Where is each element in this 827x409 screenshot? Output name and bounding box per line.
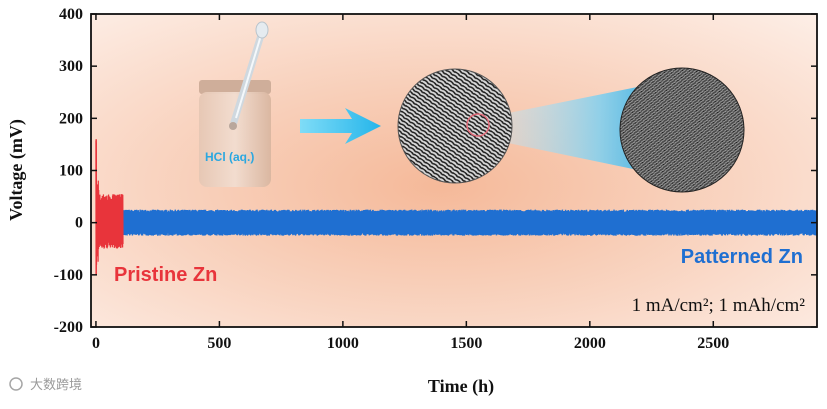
x-axis: 0 500 1000 1500 2000 2500: [92, 14, 729, 352]
watermark-text: 大数跨境: [30, 378, 82, 393]
test-condition-label: 1 mA/cm²; 1 mAh/cm²: [632, 295, 806, 316]
pristine-zn-series: [95, 140, 124, 269]
jar-body: [199, 92, 271, 187]
zoom-region-marker: [466, 113, 490, 137]
x-tick-label: 0: [92, 335, 100, 352]
y-axis: -200 -100 0 100 200 300 400: [54, 6, 817, 336]
y-tick-label: 400: [59, 6, 83, 23]
patterned-zn-series: [119, 209, 817, 236]
pipette-bulb-icon: [255, 21, 269, 39]
jar-lid: [199, 80, 271, 94]
x-tick-label: 2500: [697, 335, 729, 352]
x-tick-label: 2000: [574, 335, 606, 352]
y-tick-label: -100: [54, 267, 83, 284]
patterned-zn-label: Patterned Zn: [681, 246, 803, 268]
jar-label: HCl (aq.): [205, 150, 254, 164]
y-tick-label: 0: [75, 215, 83, 232]
x-axis-title: Time (h): [428, 376, 494, 397]
hcl-jar-inset: HCl (aq.): [199, 21, 271, 187]
data-traces: [95, 139, 817, 275]
y-tick-label: 200: [59, 110, 83, 127]
x-tick-label: 1500: [450, 335, 482, 352]
patterned-micrograph-image: [397, 68, 513, 184]
drop-icon: [229, 122, 237, 130]
y-tick-label: 300: [59, 58, 83, 75]
x-tick-label: 1000: [327, 335, 359, 352]
y-axis-title: Voltage (mV): [6, 119, 27, 221]
pristine-zn-label: Pristine Zn: [114, 264, 217, 286]
zoomed-micrograph-image: [619, 67, 745, 193]
watermark-logo-icon: [9, 377, 23, 391]
x-tick-label: 500: [207, 335, 231, 352]
y-tick-label: -200: [54, 319, 83, 336]
y-tick-label: 100: [59, 163, 83, 180]
watermark: 大数跨境: [9, 377, 82, 393]
pipette-highlight: [235, 31, 263, 119]
right-arrow-icon: [300, 108, 381, 144]
